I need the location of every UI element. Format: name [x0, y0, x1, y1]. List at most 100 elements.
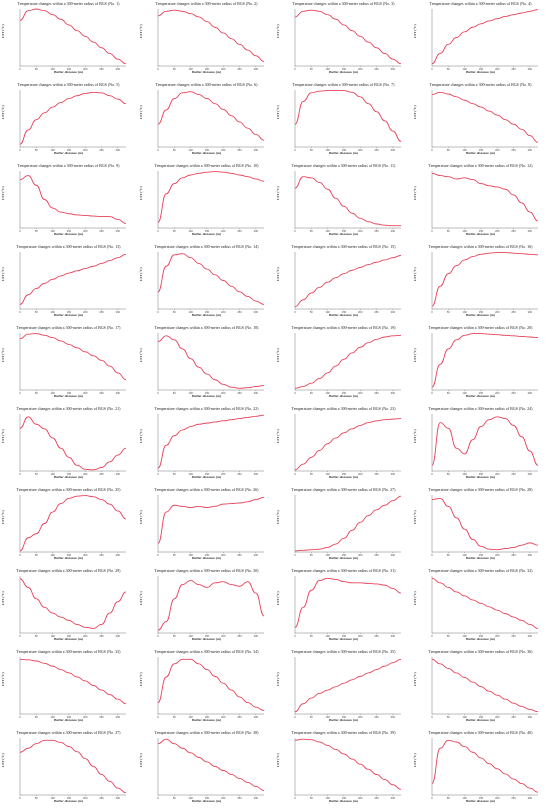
axis-line	[431, 333, 538, 391]
x-tick-label: 100	[325, 553, 330, 557]
x-tick-label: 200	[358, 229, 363, 233]
x-tick-label: 0	[19, 229, 21, 233]
x-tick-label: 300	[116, 67, 121, 71]
x-tick-label: 100	[462, 796, 467, 800]
line-chart: 0 50 100 150 200 250 300	[294, 252, 402, 314]
x-tick-label: 150	[67, 229, 72, 233]
x-tick-label: 200	[495, 229, 500, 233]
x-tick-label: 300	[254, 553, 259, 557]
axis-line	[294, 657, 401, 715]
series-line	[294, 9, 402, 65]
line-chart: 0 50 100 150 200 250 300	[19, 252, 127, 314]
panel-title: Temperature changes within a 300-meter r…	[428, 568, 533, 573]
y-axis-label: LST (°C)	[139, 105, 143, 119]
x-tick-label: 250	[511, 634, 516, 638]
x-tick-label: 250	[511, 391, 516, 395]
x-tick-label: 100	[325, 634, 330, 638]
x-tick-label: 100	[50, 796, 55, 800]
line-chart: 0 50 100 150 200 250 300	[157, 495, 265, 557]
x-tick-label: 100	[462, 229, 467, 233]
x-tick-label: 0	[294, 391, 296, 395]
x-tick-label: 300	[391, 391, 396, 395]
series-line	[431, 416, 539, 466]
line-chart: 0 50 100 150 200 250 300	[294, 171, 401, 233]
x-tick-label: 50	[173, 634, 176, 638]
axis-line	[157, 333, 264, 391]
chart-panel: Temperature changes within a 300-meter r…	[0, 0, 137, 81]
line-chart: 0 50 100 150 200 250 300	[294, 576, 402, 638]
x-tick-label: 50	[447, 634, 450, 638]
chart-panel: Temperature changes within a 300-meter r…	[275, 648, 412, 729]
chart-panel: Temperature changes within a 300-meter r…	[0, 729, 137, 810]
x-tick-label: 50	[310, 310, 313, 314]
x-tick-label: 200	[358, 796, 363, 800]
panel-title: Temperature changes within a 300-meter r…	[16, 730, 121, 735]
y-axis-label: LST (°C)	[1, 186, 5, 200]
x-tick-label: 300	[116, 148, 121, 152]
x-tick-label: 150	[205, 472, 210, 476]
chart-panel: Temperature changes within a 300-meter r…	[275, 567, 412, 648]
series-line	[157, 580, 265, 631]
x-tick-label: 50	[35, 553, 38, 557]
series-line	[431, 252, 539, 307]
axis-line	[157, 738, 264, 796]
line-chart: 0 50 100 150 200 250 300	[294, 738, 402, 800]
x-tick-label: 250	[99, 715, 104, 719]
axis-line	[294, 333, 401, 391]
series-line	[294, 90, 402, 142]
x-tick-label: 250	[99, 553, 104, 557]
x-axis-label: Buffer distance (m)	[466, 70, 495, 74]
x-tick-label: 100	[50, 229, 55, 233]
line-chart: 0 50 100 150 200 250 300	[19, 333, 127, 395]
x-tick-label: 150	[67, 310, 72, 314]
x-tick-label: 50	[173, 472, 176, 476]
x-tick-label: 200	[221, 472, 226, 476]
x-tick-label: 150	[205, 229, 210, 233]
x-tick-label: 250	[99, 472, 104, 476]
axis-line	[431, 90, 538, 148]
panel-title: Temperature changes within a 300-meter r…	[291, 163, 396, 168]
chart-panel: Temperature changes within a 300-meter r…	[275, 486, 412, 567]
axis-line	[19, 657, 126, 715]
x-tick-label: 200	[221, 796, 226, 800]
line-chart: 0 50 100 150 200 250 300	[157, 738, 265, 800]
x-tick-label: 100	[50, 715, 55, 719]
x-tick-label: 0	[294, 634, 296, 638]
x-tick-label: 200	[221, 715, 226, 719]
panel-title: Temperature changes within a 300-meter r…	[155, 1, 258, 6]
x-tick-label: 0	[157, 796, 159, 800]
series-line	[294, 176, 401, 227]
x-tick-label: 200	[358, 148, 363, 152]
y-axis-label: LST (°C)	[413, 186, 417, 200]
x-tick-label: 250	[511, 229, 516, 233]
y-axis-label: LST (°C)	[139, 753, 143, 767]
x-tick-label: 0	[431, 715, 433, 719]
x-tick-label: 150	[67, 472, 72, 476]
x-tick-label: 200	[221, 553, 226, 557]
x-tick-label: 200	[221, 391, 226, 395]
x-tick-label: 0	[431, 634, 433, 638]
chart-panel: Temperature changes within a 300-meter r…	[412, 162, 549, 243]
chart-panel: Temperature changes within a 300-meter r…	[412, 405, 549, 486]
line-chart: 0 50 100 150 200 250 300	[157, 171, 265, 233]
line-chart: 0 50 100 150 200 250 300	[19, 657, 127, 719]
y-axis-label: LST (°C)	[276, 348, 280, 362]
chart-panel: Temperature changes within a 300-meter r…	[275, 243, 412, 324]
x-tick-label: 50	[310, 553, 313, 557]
x-axis-label: Buffer distance (m)	[466, 475, 495, 479]
x-tick-label: 200	[358, 715, 363, 719]
x-tick-label: 0	[157, 67, 159, 71]
x-tick-label: 0	[294, 67, 296, 71]
chart-panel: Temperature changes within a 300-meter r…	[412, 243, 549, 324]
panel-title: Temperature changes within a 300-meter r…	[17, 1, 120, 6]
x-axis-label: Buffer distance (m)	[466, 151, 495, 155]
y-axis-label: LST (°C)	[139, 267, 143, 281]
x-tick-label: 300	[116, 796, 121, 800]
x-tick-label: 150	[342, 553, 347, 557]
x-tick-label: 300	[254, 229, 259, 233]
x-tick-label: 300	[528, 148, 533, 152]
line-chart: 0 50 100 150 200 250 300	[19, 171, 127, 233]
line-chart: 0 50 100 150 200 250 300	[431, 333, 539, 395]
y-axis-label: LST (°C)	[1, 591, 5, 605]
